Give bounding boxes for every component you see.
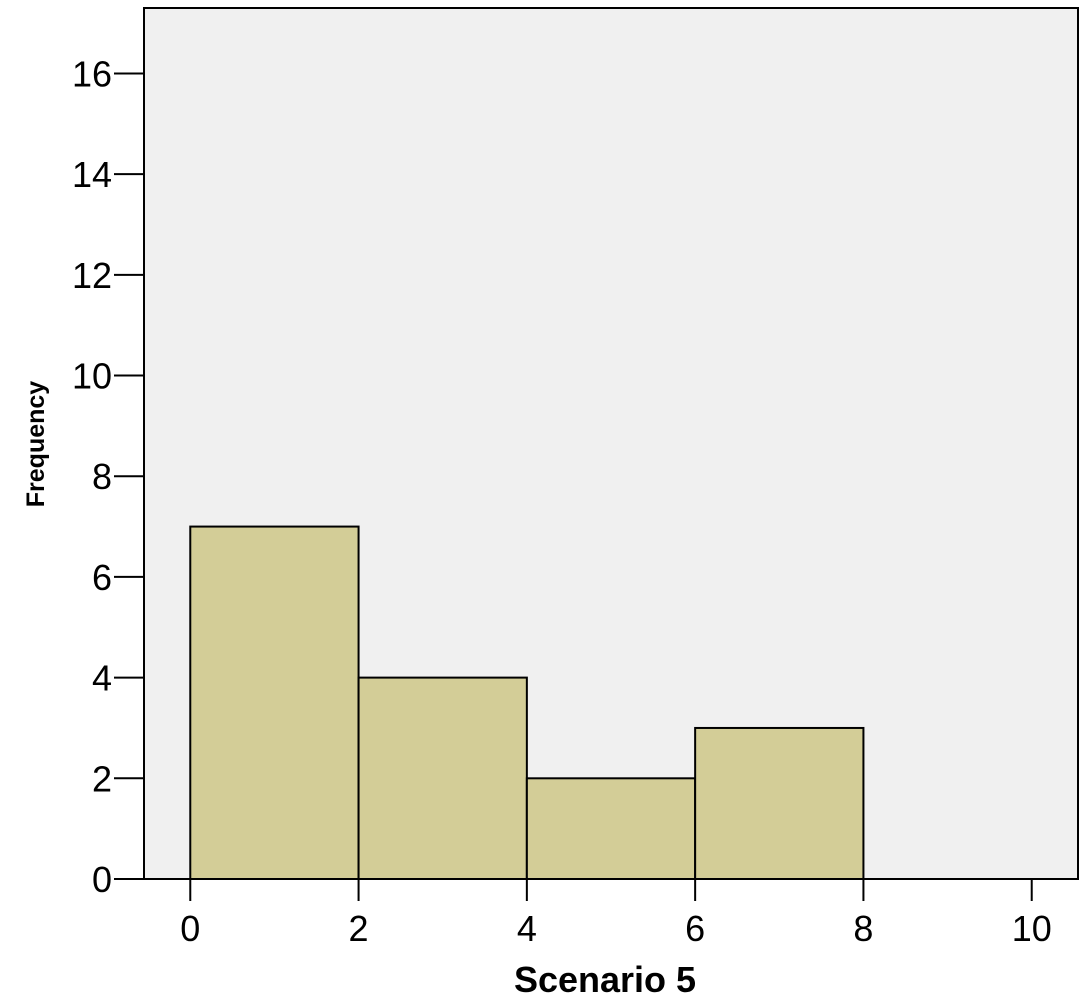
y-tick-label: 0 [92,859,112,900]
y-tick-label: 4 [92,658,112,699]
x-tick-label: 8 [853,908,873,949]
histogram-bar-2 [525,777,697,880]
y-tick-label: 14 [72,154,112,195]
y-axis-title: Frequency [22,381,50,508]
histogram-bar-0 [189,525,360,880]
y-tick-label: 16 [72,53,112,94]
y-tick-label: 12 [72,255,112,296]
histogram-bar-1 [357,676,528,881]
y-tick-label: 10 [72,356,112,397]
x-tick-label: 2 [349,908,369,949]
x-tick-label: 10 [1012,908,1052,949]
y-axis: 0 2 4 6 8 10 12 14 16 [72,53,144,900]
y-tick-label: 6 [92,557,112,598]
x-tick-label: 4 [517,908,537,949]
x-axis: 0 2 4 6 8 10 [180,879,1052,949]
x-axis-title: Scenario 5 [514,959,696,997]
y-tick-label: 8 [92,456,112,497]
y-tick-label: 2 [92,758,112,799]
x-tick-label: 0 [180,908,200,949]
x-tick-label: 6 [685,908,705,949]
bars-group [189,525,865,881]
histogram-bar-3 [694,726,865,880]
